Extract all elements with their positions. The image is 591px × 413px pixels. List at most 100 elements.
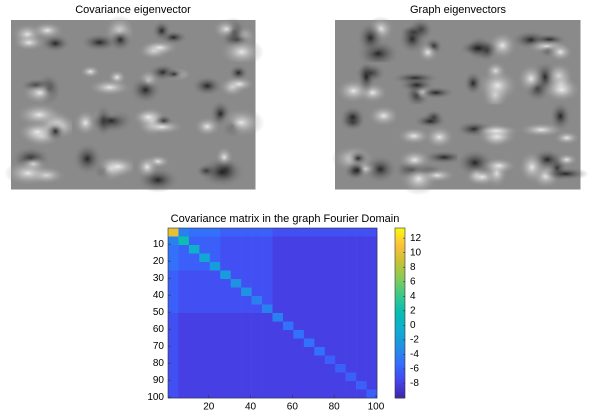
blob: [413, 114, 448, 129]
heat-cell: [230, 245, 242, 254]
heat-cell: [335, 313, 346, 322]
heat-cell: [199, 253, 211, 263]
heat-cell: [303, 287, 315, 297]
heat-cell: [303, 355, 315, 365]
blob: [472, 124, 521, 138]
blob: [30, 21, 65, 40]
heat-cell: [220, 287, 231, 297]
heat-cell: [251, 347, 263, 356]
heat-cell: [345, 364, 357, 373]
heat-cell: [356, 228, 367, 237]
heat-cell: [303, 330, 315, 339]
blob: [88, 108, 135, 134]
heat-cell: [241, 338, 252, 348]
heat-cell: [230, 270, 242, 280]
colorbar-step: [395, 358, 405, 362]
heat-cell: [314, 372, 326, 382]
blob: [357, 60, 376, 94]
heat-cell: [188, 364, 200, 373]
heat-cell: [335, 338, 346, 348]
heat-cell: [272, 296, 284, 305]
heat-cell: [220, 296, 231, 305]
heat-cell: [220, 381, 231, 390]
heat-cell: [303, 381, 315, 390]
heat-cell: [230, 253, 242, 263]
heat-cell: [335, 304, 346, 314]
blob: [422, 150, 467, 165]
heat-cell: [303, 296, 315, 305]
blob: [553, 130, 581, 145]
colorbar-step: [395, 253, 405, 257]
y-tick-label: 60: [153, 324, 165, 335]
heat-cell: [345, 389, 357, 399]
heat-cell: [324, 228, 336, 237]
heat-cell: [188, 228, 200, 237]
heat-cell: [272, 330, 284, 339]
blob: [481, 157, 517, 175]
heat-cell: [209, 355, 221, 365]
colorbar-step: [395, 330, 405, 334]
heat-cell: [324, 347, 336, 356]
heat-cell: [188, 389, 200, 399]
heat-cell: [366, 381, 378, 390]
heat-cell: [356, 321, 367, 331]
heat-cell: [356, 313, 367, 322]
heat-cell: [220, 262, 231, 271]
heat-cell: [220, 313, 231, 322]
heat-cell: [303, 321, 315, 331]
heat-cell: [178, 228, 190, 237]
heat-cell: [324, 270, 336, 280]
heat-cell: [345, 287, 357, 297]
blob: [72, 142, 103, 175]
colorbar-step: [395, 264, 405, 269]
heat-cell: [168, 330, 179, 339]
heat-cell: [220, 347, 231, 356]
heat-cell: [272, 321, 284, 331]
heat-cell: [188, 321, 200, 331]
heat-cell: [262, 279, 273, 288]
image-panel: [4, 15, 265, 193]
heat-cell: [324, 245, 336, 254]
heat-cell: [251, 321, 263, 331]
heat-cell: [303, 347, 315, 356]
heat-cell: [293, 287, 305, 297]
heat-cell: [293, 321, 305, 331]
heat-cell: [168, 262, 179, 271]
blob: [219, 37, 264, 67]
heat-cell: [251, 381, 263, 390]
heat-cell: [220, 279, 231, 288]
heat-cell: [293, 330, 305, 339]
blob: [398, 23, 427, 54]
heat-cell: [241, 236, 252, 246]
x-tick-label: 20: [203, 402, 215, 413]
heat-cell: [324, 321, 336, 331]
heat-cell: [314, 287, 326, 297]
heat-cell: [188, 338, 200, 348]
heat-cell: [178, 364, 190, 373]
heat-cell: [230, 347, 242, 356]
heat-cell: [230, 236, 242, 246]
colorbar-step: [395, 293, 405, 297]
heat-cell: [199, 330, 211, 339]
blob: [191, 75, 224, 97]
heat-cell: [209, 381, 221, 390]
heat-cell: [345, 270, 357, 280]
heat-cell: [356, 389, 367, 399]
colorbar-step: [395, 366, 405, 371]
heat-cell: [303, 245, 315, 254]
heat-cell: [199, 355, 211, 365]
heat-cell: [230, 338, 242, 348]
heat-cell: [178, 279, 190, 288]
colorbar-step: [395, 381, 405, 385]
heat-cell: [241, 321, 252, 331]
heat-cell: [262, 330, 273, 339]
heat-cell: [241, 287, 252, 297]
heat-cell: [230, 372, 242, 382]
heat-cell: [251, 389, 263, 399]
heat-cell: [293, 347, 305, 356]
blob: [398, 77, 436, 93]
colorbar-step: [395, 369, 405, 373]
heat-cell: [251, 253, 263, 263]
heat-cell: [335, 296, 346, 305]
